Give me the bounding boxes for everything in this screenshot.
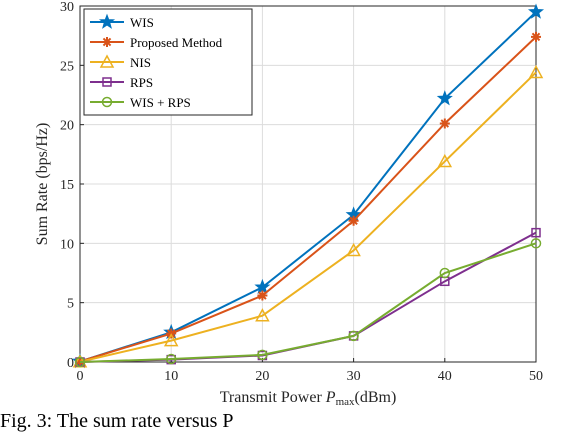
legend: WIS Proposed Method NIS RPS WIS + RPS: [83, 8, 253, 116]
x-tick-label: 10: [164, 369, 178, 384]
data-point-2-5: [528, 64, 544, 79]
y-tick-label: 5: [67, 297, 74, 312]
series-group: [71, 3, 545, 369]
x-tick-label: 50: [529, 369, 543, 384]
y-tick-label: 20: [60, 119, 74, 134]
series-line-4: [79, 242, 537, 363]
y-tick-label: 25: [60, 59, 74, 74]
legend-marker-0: [98, 13, 116, 29]
figure-caption: Fig. 3: The sum rate versus P: [0, 410, 234, 432]
series-line-2: [79, 71, 537, 363]
data-point-4-4: [439, 267, 451, 279]
data-point-2-4: [437, 153, 453, 168]
x-tick-label: 40: [438, 369, 452, 384]
legend-marker-3: [102, 77, 112, 87]
data-point-4-5: [530, 238, 542, 249]
data-point-3-5: [531, 227, 541, 238]
data-point-2-1: [163, 333, 179, 347]
legend-label-4: WIS + RPS: [130, 95, 191, 110]
data-point-4-3: [348, 330, 359, 342]
data-point-1-2: [257, 290, 268, 301]
data-point-0-4: [436, 90, 453, 106]
data-point-1-3: [348, 215, 359, 226]
data-point-4-1: [165, 353, 177, 365]
legend-marker-4: [101, 96, 113, 108]
legend-marker-2: [99, 54, 115, 68]
legend-label-3: RPS: [130, 75, 153, 90]
y-tick-label: 30: [60, 0, 74, 15]
data-point-0-2: [254, 278, 271, 295]
legend-label-2: NIS: [130, 55, 151, 70]
data-point-2-3: [346, 242, 361, 257]
y-tick-label: 15: [60, 178, 74, 193]
x-tick-label: 30: [347, 369, 361, 384]
data-point-1-4: [439, 118, 450, 129]
sum-rate-chart: 0 10 20 30 40 50 0 5 10 15 20 25 30 Transmit Power P…: [34, 0, 545, 408]
y-tick-label: 0: [67, 356, 74, 371]
data-point-0-5: [527, 3, 545, 19]
series-line-1: [79, 36, 537, 363]
x-tick-label: 0: [77, 369, 84, 384]
x-axis-label: Transmit Power Pmax(dBm): [220, 389, 397, 408]
grid: [79, 5, 537, 363]
legend-label-1: Proposed Method: [130, 35, 223, 50]
data-point-4-2: [257, 349, 268, 361]
y-axis-label: Sum Rate (bps/Hz): [34, 123, 51, 246]
data-point-2-2: [255, 308, 270, 322]
legend-marker-1: [102, 37, 112, 47]
legend-label-0: WIS: [130, 15, 154, 30]
axis-ticks: 0 10 20 30 40 50 0 5 10 15 20 25 30: [60, 0, 543, 384]
y-tick-label: 10: [60, 237, 74, 252]
x-tick-label: 20: [255, 369, 269, 384]
data-point-1-5: [531, 31, 541, 42]
data-point-4-0: [74, 356, 86, 368]
